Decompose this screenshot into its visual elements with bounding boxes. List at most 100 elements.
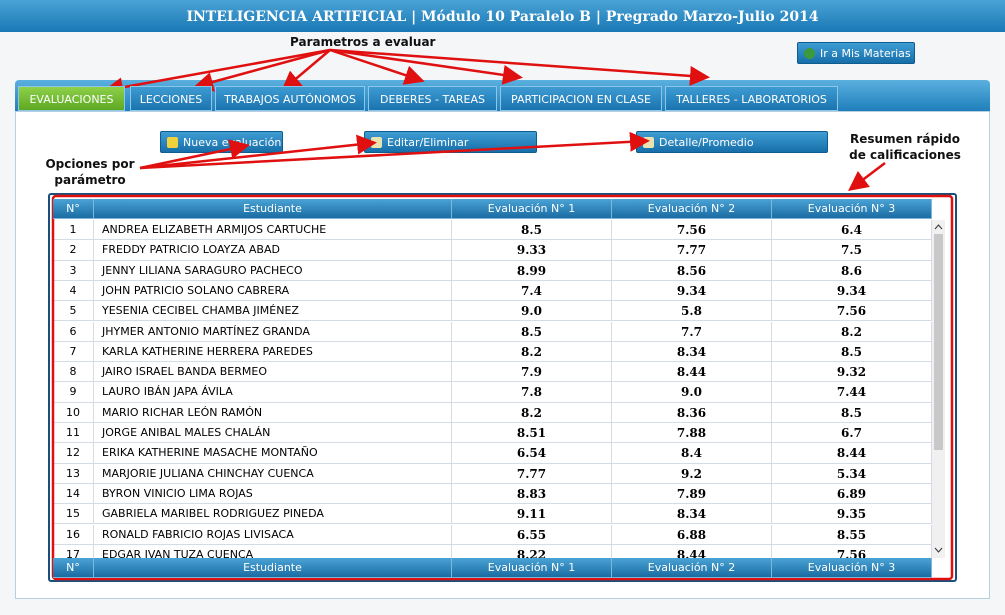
- table-cell: 17: [53, 544, 94, 558]
- table-cell: 9.32: [772, 362, 932, 383]
- table-cell: 7.5: [772, 240, 932, 261]
- tab[interactable]: TALLERES - LABORATORIOS: [665, 86, 838, 111]
- button-label: Ir a Mis Materias: [820, 47, 911, 60]
- table-cell: JORGE ANIBAL MALES CHALÁN: [94, 423, 452, 444]
- table-cell: 7.56: [612, 220, 772, 241]
- table-cell: EDGAR IVAN TUZA CUENCA: [94, 544, 452, 558]
- table-cell: 7.8: [452, 382, 612, 403]
- table-cell: 8.55: [772, 524, 932, 545]
- tab[interactable]: LECCIONES: [130, 86, 212, 111]
- button-label: Detalle/Promedio evaluaciones: [659, 136, 754, 171]
- table-cell: FREDDY PATRICIO LOAYZA ABAD: [94, 240, 452, 261]
- table-cell: 6.55: [452, 524, 612, 545]
- scrollbar[interactable]: [932, 220, 945, 558]
- table-cell: 8: [53, 362, 94, 383]
- table-cell: 2: [53, 240, 94, 261]
- table-cell: 7.89: [612, 483, 772, 505]
- table-row: 16 RONALD FABRICIO ROJAS LIVISACA 6.55 6.88…: [53, 524, 932, 545]
- table-cell: 8.56: [612, 260, 772, 281]
- table-cell: 8.34: [612, 504, 772, 525]
- table-cell: 15: [53, 504, 94, 525]
- table-header: N° Estudiante Evaluación N° 1 Evaluación N°…: [53, 558, 932, 579]
- table-cell: 8.34: [612, 341, 772, 363]
- table-cell: JHYMER ANTONIO MARTÍNEZ GRANDA: [94, 321, 452, 342]
- table-cell: JAIRO ISRAEL BANDA BERMEO: [94, 362, 452, 383]
- table-cell: 8.51: [452, 423, 612, 444]
- table-cell: 8.83: [452, 483, 612, 505]
- table-cell: 6.4: [772, 220, 932, 241]
- table-cell: 8.5: [452, 321, 612, 342]
- table-cell: 9: [53, 382, 94, 403]
- table-cell: 9.34: [772, 280, 932, 302]
- back-button[interactable]: Ir a Mis Materias: [797, 42, 915, 64]
- table-cell: 6.89: [772, 483, 932, 505]
- tab[interactable]: TRABAJOS AUTÓNOMOS: [215, 86, 365, 111]
- annotation: Opciones por parámetro: [45, 157, 135, 187]
- table-cell: RONALD FABRICIO ROJAS LIVISACA: [94, 524, 452, 545]
- button-label: Nueva evaluación: [183, 136, 282, 149]
- table-cell: 7.56: [772, 544, 932, 558]
- header-bar: INTELIGENCIA ARTIFICIAL | Módulo 10 Para…: [0, 0, 1005, 32]
- table-cell: 4: [53, 280, 94, 302]
- table-cell: MARJORIE JULIANA CHINCHAY CUENCA: [94, 463, 452, 484]
- table-row: 4 JOHN PATRICIO SOLANO CABRERA 7.4 9.34 9.34: [53, 280, 932, 302]
- table-cell: 6: [53, 321, 94, 342]
- table-row: 2 FREDDY PATRICIO LOAYZA ABAD 9.33 7.77 7.5: [53, 240, 932, 261]
- table-cell: 8.44: [612, 544, 772, 558]
- table-cell: 8.2: [772, 321, 932, 342]
- table-cell: 10: [53, 402, 94, 423]
- column-header: Estudiante: [94, 199, 452, 219]
- column-header: N°: [53, 199, 94, 219]
- column-header: Evaluación N° 3: [772, 199, 932, 219]
- table-row: 8 JAIRO ISRAEL BANDA BERMEO 7.9 8.44 9.32: [53, 362, 932, 383]
- table-cell: 8.6: [772, 260, 932, 281]
- table-cell: 9.33: [452, 240, 612, 261]
- table-cell: 16: [53, 524, 94, 545]
- table-cell: 7: [53, 341, 94, 363]
- table-row: 11 JORGE ANIBAL MALES CHALÁN 8.51 7.88 6.7: [53, 423, 932, 444]
- table-cell: 9.2: [612, 463, 772, 484]
- table-cell: 6.54: [452, 443, 612, 464]
- table-cell: JOHN PATRICIO SOLANO CABRERA: [94, 280, 452, 302]
- table-row: 6 JHYMER ANTONIO MARTÍNEZ GRANDA 8.5 7.7 8.2: [53, 321, 932, 342]
- table-row: 12 ERIKA KATHERINE MASACHE MONTAÑO 6.54 8.4…: [53, 443, 932, 464]
- tab[interactable]: DEBERES - TAREAS: [368, 86, 497, 111]
- table-row: 15 GABRIELA MARIBEL RODRIGUEZ PINEDA 9.11 8…: [53, 504, 932, 525]
- table-row: 3 JENNY LILIANA SARAGURO PACHECO 8.99 8.56 8…: [53, 260, 932, 281]
- table-cell: 7.77: [452, 463, 612, 484]
- table-cell: 9.11: [452, 504, 612, 525]
- table-row: 13 MARJORIE JULIANA CHINCHAY CUENCA 7.77 9.…: [53, 463, 932, 484]
- table-cell: 9.35: [772, 504, 932, 525]
- table-cell: 13: [53, 463, 94, 484]
- table-cell: 7.44: [772, 382, 932, 403]
- table-row: 10 MARIO RICHAR LEÓN RAMÓN 8.2 8.36 8.5: [53, 402, 932, 423]
- table-cell: ERIKA KATHERINE MASACHE MONTAÑO: [94, 443, 452, 464]
- table-row: 7 KARLA KATHERINE HERRERA PAREDES 8.2 8.34 8…: [53, 341, 932, 363]
- table-cell: 8.2: [452, 341, 612, 363]
- column-header: Evaluación N° 1: [452, 558, 612, 578]
- annotation: Resumen rápido de calificaciones: [849, 132, 961, 162]
- column-header: Evaluación N° 3: [772, 558, 932, 578]
- column-header: Evaluación N° 1: [452, 199, 612, 219]
- edit-button[interactable]: Editar/Eliminar evaluciones: [364, 131, 537, 171]
- table-cell: BYRON VINICIO LIMA ROJAS: [94, 483, 452, 505]
- table-cell: 9.0: [612, 382, 772, 403]
- table-cell: 6.7: [772, 423, 932, 444]
- table-row: 17 EDGAR IVAN TUZA CUENCA 8.22 8.44 7.56: [53, 544, 932, 558]
- detail-button[interactable]: Detalle/Promedio evaluaciones: [636, 131, 828, 171]
- table-cell: 9.34: [612, 280, 772, 302]
- table-cell: LAURO IBÁN JAPA ÁVILA: [94, 382, 452, 403]
- table-cell: 7.9: [452, 362, 612, 383]
- table-cell: 14: [53, 483, 94, 505]
- tab[interactable]: EVALUACIONES: [18, 86, 125, 111]
- table-cell: 11: [53, 423, 94, 444]
- table-cell: 8.5: [772, 341, 932, 363]
- tab[interactable]: PARTICIPACION EN CLASE: [500, 86, 662, 111]
- table-cell: 8.22: [452, 544, 612, 558]
- table-cell: KARLA KATHERINE HERRERA PAREDES: [94, 341, 452, 363]
- new-button[interactable]: Nueva evaluación: [160, 131, 283, 153]
- table-cell: 7.56: [772, 301, 932, 322]
- table-cell: 7.77: [612, 240, 772, 261]
- table-cell: 5.8: [612, 301, 772, 322]
